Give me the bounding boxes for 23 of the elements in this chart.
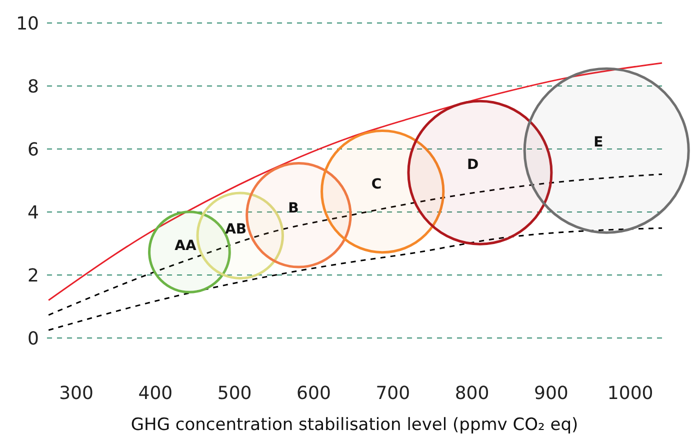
y-tick-label: 10 (16, 13, 39, 34)
series-label: AB (225, 221, 247, 238)
series-label: C (371, 176, 382, 192)
y-tick-label: 4 (28, 202, 39, 224)
x-tick-label: 600 (296, 382, 331, 404)
series-label: B (288, 200, 299, 217)
y-tick-label: 6 (28, 139, 39, 160)
series-label: D (466, 157, 479, 174)
y-tick-label: 8 (28, 76, 39, 98)
series-label: AA (174, 238, 196, 254)
x-tick-label: 800 (454, 382, 490, 404)
x-tick-label: 700 (376, 382, 410, 404)
x-tick-label: 500 (217, 382, 252, 404)
x-tick-label: 1000 (607, 382, 654, 404)
y-tick-label: 0 (28, 328, 39, 350)
line-series (48, 173, 663, 316)
x-tick-label: 900 (534, 382, 568, 404)
x-tick-label: 300 (59, 382, 94, 404)
series-label: E (594, 134, 604, 150)
y-tick-label: 2 (28, 265, 39, 286)
x-axis-title: GHG concentration stabilisation level (ppmv CO₂ eq) (130, 415, 578, 435)
x-tick-label: 400 (138, 382, 173, 404)
line-series (48, 62, 663, 301)
